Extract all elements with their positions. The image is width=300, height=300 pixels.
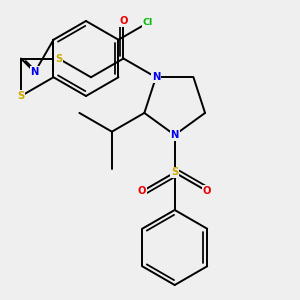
- Text: S: S: [17, 91, 25, 101]
- Text: O: O: [138, 186, 146, 196]
- Text: O: O: [203, 186, 212, 196]
- Text: N: N: [31, 67, 39, 77]
- Text: Cl: Cl: [142, 18, 153, 27]
- Text: N: N: [152, 72, 160, 82]
- Text: S: S: [55, 53, 62, 64]
- Text: S: S: [171, 167, 178, 178]
- Text: O: O: [119, 16, 128, 26]
- Text: N: N: [170, 130, 179, 140]
